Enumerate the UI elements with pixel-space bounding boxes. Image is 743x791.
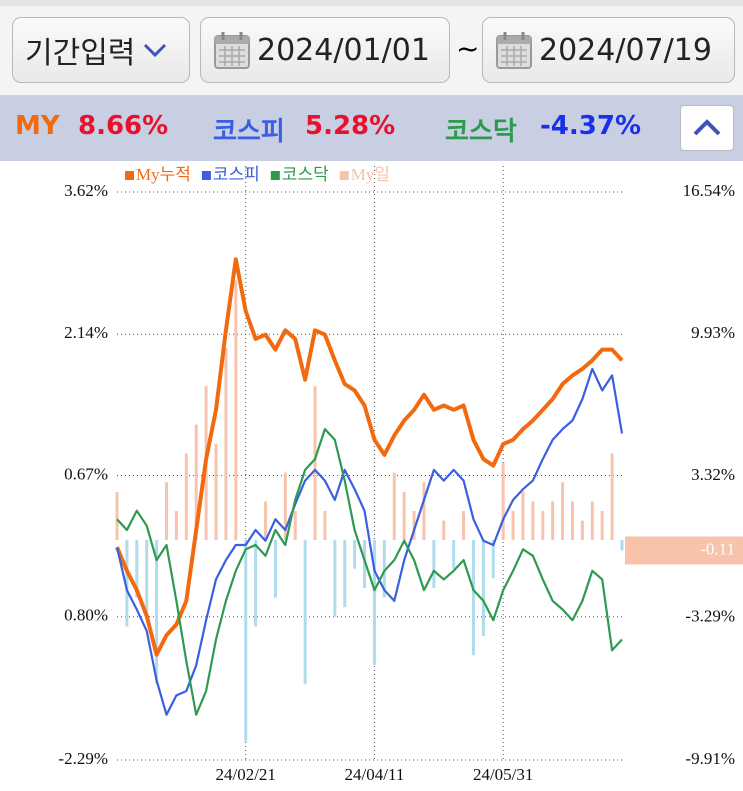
bar: [382, 539, 386, 598]
bar: [551, 501, 555, 540]
current-value-label: -0.11: [700, 539, 735, 558]
summary-value: 8.66%: [78, 111, 169, 141]
bar: [145, 539, 149, 617]
y2-tick-label: 3.32%: [691, 465, 735, 484]
bar: [392, 472, 396, 540]
bar: [115, 491, 119, 540]
line: [115, 367, 624, 716]
legend-swatch: [125, 171, 134, 180]
bar: [343, 539, 347, 608]
bar: [610, 453, 614, 540]
bar: [412, 511, 416, 540]
bar: [590, 501, 594, 540]
end-date: 2024/07/19: [539, 32, 712, 68]
y-tick-label: 2.14%: [64, 323, 108, 342]
bar: [224, 347, 228, 540]
bar: [165, 482, 169, 540]
bar: [194, 424, 198, 540]
bar: [620, 539, 624, 551]
collapse-button[interactable]: [680, 105, 734, 151]
y-tick-label: 3.62%: [64, 181, 108, 200]
bar: [293, 511, 297, 540]
legend-label: 코스닥: [282, 165, 329, 184]
chart: -2.29% 0.80% 0.67% 2.14% 3.62% -9.91% -3.29% 3.…: [58, 165, 743, 784]
bar: [313, 386, 317, 540]
y2-tick-label: 9.93%: [691, 323, 735, 342]
legend-label: My누적: [136, 165, 191, 184]
bar: [481, 539, 485, 637]
bar: [561, 482, 565, 540]
bar: [462, 511, 466, 540]
calendar-icon: [214, 32, 250, 69]
bar: [363, 539, 367, 588]
bar: [570, 501, 574, 540]
legend-swatch: [201, 171, 211, 180]
bar: [442, 520, 446, 540]
bar: [491, 539, 495, 579]
calendar-icon: [496, 32, 532, 69]
bar: [531, 501, 535, 540]
up-icon: [693, 119, 721, 136]
bar: [600, 511, 604, 540]
bar: [273, 539, 277, 598]
y2-tick-label: -3.29%: [685, 607, 735, 626]
bar: [511, 511, 515, 540]
bar: [155, 539, 159, 685]
line: [116, 428, 623, 716]
y-tick-label: 0.67%: [64, 464, 108, 483]
bar: [372, 539, 376, 665]
start-date-button[interactable]: 2024/01/01: [200, 17, 450, 83]
bar: [580, 520, 584, 540]
bar: [323, 511, 327, 540]
start-date: 2024/01/01: [257, 32, 430, 68]
chevron-icon: [144, 43, 167, 58]
bar: [333, 539, 337, 617]
legend-swatch: [339, 171, 349, 180]
date-separator: ~: [456, 32, 480, 65]
summary-name: 코스피: [213, 117, 285, 147]
bar: [521, 491, 525, 540]
toolbar: 기간입력 2024/01/01 ~ 2024/07/19: [0, 0, 743, 95]
bar: [303, 539, 307, 685]
line: [115, 257, 624, 657]
bar: [402, 491, 406, 540]
summary-name: MY: [15, 111, 60, 141]
legend-label: 코스피: [213, 165, 260, 184]
summary-bar: MY 8.66% 코스피 5.28% 코스닥 -4.37%: [0, 95, 743, 161]
x-tick-label: 24/04/11: [345, 765, 405, 784]
bar: [422, 482, 426, 540]
bar: [184, 453, 188, 540]
bar: [264, 501, 268, 540]
legend-swatch: [270, 171, 280, 180]
y2-tick-label: -9.91%: [685, 749, 735, 768]
bar: [234, 280, 238, 540]
current-value-box: [625, 536, 743, 565]
bar: [501, 463, 505, 540]
y-tick-label: 0.80%: [64, 606, 108, 625]
bar: [254, 539, 258, 627]
summary-name: 코스닥: [445, 117, 517, 147]
bar: [353, 539, 357, 569]
y-tick-label: -2.29%: [58, 749, 108, 768]
summary-value: 5.28%: [305, 111, 396, 141]
period-button[interactable]: 기간입력: [12, 17, 190, 83]
x-tick-label: 24/02/21: [215, 765, 275, 784]
summary-value: -4.37%: [540, 111, 641, 141]
bar: [214, 443, 218, 540]
bar: [135, 539, 139, 598]
bar: [125, 539, 129, 627]
bar: [471, 539, 475, 656]
bar: [452, 539, 456, 569]
bar: [244, 539, 248, 742]
x-tick-label: 24/05/31: [473, 765, 533, 784]
bar: [432, 539, 436, 588]
end-date-button[interactable]: 2024/07/19: [482, 17, 735, 83]
legend-label: My일: [351, 165, 390, 184]
period-label: 기간입력: [25, 36, 136, 71]
bar: [174, 511, 178, 540]
bar: [283, 472, 287, 540]
y2-tick-label: 16.54%: [683, 181, 735, 200]
bar: [541, 511, 545, 540]
